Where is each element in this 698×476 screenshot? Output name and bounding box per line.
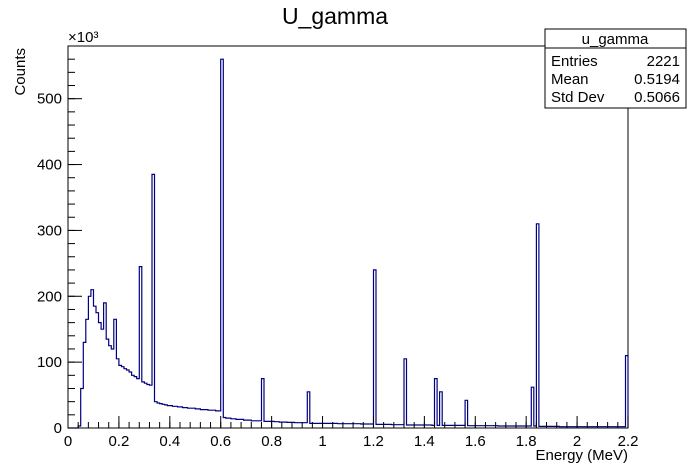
x-tick-label: 1.2 xyxy=(363,433,384,450)
chart-title: U_gamma xyxy=(282,3,388,29)
x-tick-label: 1.8 xyxy=(516,433,537,450)
stats-box: u_gamma Entries 2221 Mean 0.5194 Std Dev… xyxy=(544,28,687,109)
stats-box-name: u_gamma xyxy=(582,31,649,48)
stats-stddev-label: Std Dev xyxy=(551,89,605,106)
plot-area xyxy=(67,45,629,429)
stats-stddev-value: 0.5066 xyxy=(634,89,680,106)
x-tick-label: 0.6 xyxy=(210,433,231,450)
y-axis-exponent: ×10³ xyxy=(68,29,98,46)
x-tick-label: 2.2 xyxy=(618,433,639,450)
x-axis: 0 0.2 0.4 0.6 0.8 1 1.2 1.4 1.6 1.8 2 2.2 xyxy=(64,416,639,450)
plot-frame xyxy=(67,45,629,429)
y-axis-title: Counts xyxy=(12,48,29,96)
stats-mean-label: Mean xyxy=(551,71,589,88)
y-tick-label: 500 xyxy=(37,91,62,108)
x-tick-label: 2 xyxy=(573,433,581,450)
y-tick-label: 400 xyxy=(37,157,62,174)
stats-box-frame xyxy=(544,28,687,109)
y-tick-label: 0 xyxy=(54,420,62,437)
y-axis: 0 100 200 300 400 500 xyxy=(37,45,82,437)
x-tick-label: 0.8 xyxy=(261,433,282,450)
x-tick-label: 0.2 xyxy=(108,433,129,450)
x-tick-label: 1 xyxy=(318,433,326,450)
y-tick-label: 100 xyxy=(37,354,62,371)
histogram-line xyxy=(68,58,629,429)
stats-mean-value: 0.5194 xyxy=(634,71,680,88)
x-tick-label: 1.6 xyxy=(465,433,486,450)
x-tick-label: 1.4 xyxy=(414,433,435,450)
stats-entries-label: Entries xyxy=(551,53,598,70)
x-tick-label: 0.4 xyxy=(159,433,180,450)
y-tick-label: 300 xyxy=(37,222,62,239)
stats-entries-value: 2221 xyxy=(647,53,680,70)
y-tick-label: 200 xyxy=(37,288,62,305)
x-axis-title: Energy (MeV) xyxy=(535,447,628,464)
x-tick-label: 0 xyxy=(64,433,72,450)
